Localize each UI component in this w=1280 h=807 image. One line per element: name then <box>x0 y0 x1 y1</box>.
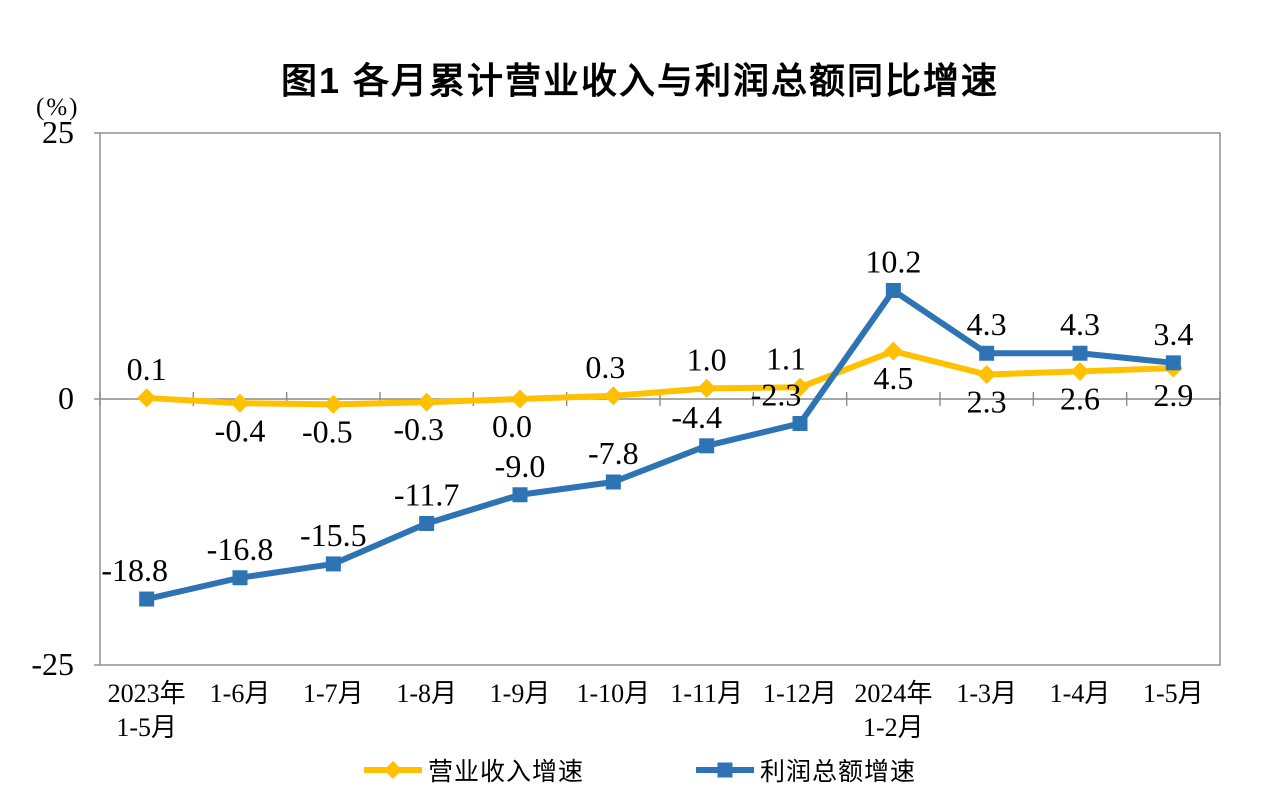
data-point-label-revenue: -0.3 <box>393 411 444 447</box>
data-point-label-profit: -11.7 <box>394 476 459 512</box>
data-point-label-profit: 4.3 <box>1060 306 1100 342</box>
x-category-label: 1-10月 <box>576 679 650 708</box>
data-point-marker-profit <box>979 345 995 361</box>
y-tick-label: 0 <box>58 380 74 416</box>
y-tick-label: 25 <box>42 114 74 150</box>
data-point-marker-revenue <box>1070 361 1090 381</box>
data-point-label-profit: -4.4 <box>671 399 722 435</box>
data-point-marker-profit <box>792 415 808 431</box>
y-axis-unit-label: (%) <box>36 94 80 121</box>
x-category-label: 1-8月 <box>396 679 457 708</box>
data-point-marker-profit <box>139 591 155 607</box>
x-category-label: 2024年 1-2月 <box>854 679 932 742</box>
data-point-label-profit: -7.8 <box>588 435 639 471</box>
data-point-marker-revenue <box>697 378 717 398</box>
x-category-label: 2023年 1-5月 <box>108 679 186 742</box>
data-point-label-profit: 10.2 <box>865 243 921 279</box>
x-category-label: 1-4月 <box>1050 679 1111 708</box>
chart-title: 图1 各月累计营业收入与利润总额同比增速 <box>280 60 1000 101</box>
data-point-label-revenue: 4.5 <box>873 360 913 396</box>
profit-line-swatch-icon <box>696 762 754 778</box>
legend: 营业收入增速 利润总额增速 <box>0 752 1280 788</box>
data-point-marker-profit <box>1165 355 1181 371</box>
data-point-marker-profit <box>605 474 621 490</box>
series-line-profit <box>143 287 1177 603</box>
data-point-marker-revenue <box>137 388 157 408</box>
data-point-marker-revenue <box>417 392 437 412</box>
legend-item-profit: 利润总额增速 <box>696 752 916 788</box>
data-point-marker-revenue <box>323 394 343 414</box>
x-category-label: 1-9月 <box>490 679 551 708</box>
data-point-label-revenue: 1.0 <box>687 341 727 377</box>
data-point-label-revenue: 0.0 <box>492 408 532 444</box>
legend-swatch-marker <box>383 761 402 779</box>
data-point-marker-profit <box>232 570 248 586</box>
data-point-marker-revenue <box>883 341 903 361</box>
data-point-marker-profit <box>885 282 901 298</box>
data-point-label-profit: -18.8 <box>101 552 168 588</box>
data-point-label-revenue: 1.1 <box>766 340 806 376</box>
data-point-marker-revenue <box>790 377 810 397</box>
data-point-label-profit: 4.3 <box>967 306 1007 342</box>
data-point-label-revenue: -0.4 <box>215 412 266 448</box>
revenue-line-swatch-icon <box>363 761 422 779</box>
data-point-label-profit: -9.0 <box>495 448 546 484</box>
data-point-marker-revenue <box>510 389 530 409</box>
y-tick-label: -25 <box>31 646 74 682</box>
data-point-label-profit: -15.5 <box>300 517 367 553</box>
x-category-label: 1-7月 <box>303 679 364 708</box>
data-point-label-revenue: -0.5 <box>302 413 353 449</box>
legend-swatch-marker <box>717 762 733 778</box>
data-point-label-revenue: 0.1 <box>127 351 167 387</box>
data-point-marker-revenue <box>977 365 997 385</box>
x-category-label: 1-3月 <box>956 679 1017 708</box>
data-point-label-revenue: 0.3 <box>585 349 625 385</box>
data-point-label-profit: -2.3 <box>751 376 802 412</box>
legend-label-profit: 利润总额增速 <box>760 759 917 786</box>
data-point-marker-profit <box>419 515 435 531</box>
data-point-marker-profit <box>512 487 528 503</box>
legend-item-revenue: 营业收入增速 <box>363 752 584 788</box>
x-category-label: 1-12月 <box>763 679 837 708</box>
data-point-marker-profit <box>325 556 341 572</box>
data-point-label-revenue: 2.3 <box>967 384 1007 420</box>
series-line-revenue <box>143 348 1177 408</box>
data-point-marker-revenue <box>603 386 623 406</box>
x-category-label: 1-11月 <box>670 679 743 708</box>
data-point-marker-profit <box>1072 345 1088 361</box>
data-point-label-revenue: 2.9 <box>1153 377 1193 413</box>
x-category-label: 1-6月 <box>210 679 271 708</box>
legend-label-revenue: 营业收入增速 <box>427 759 584 786</box>
x-category-label: 1-5月 <box>1143 679 1204 708</box>
data-point-marker-profit <box>699 438 715 454</box>
data-point-label-profit: 3.4 <box>1153 316 1193 352</box>
data-point-label-profit: -16.8 <box>207 531 274 567</box>
data-point-marker-revenue <box>230 393 250 413</box>
data-point-label-revenue: 2.6 <box>1060 380 1100 416</box>
